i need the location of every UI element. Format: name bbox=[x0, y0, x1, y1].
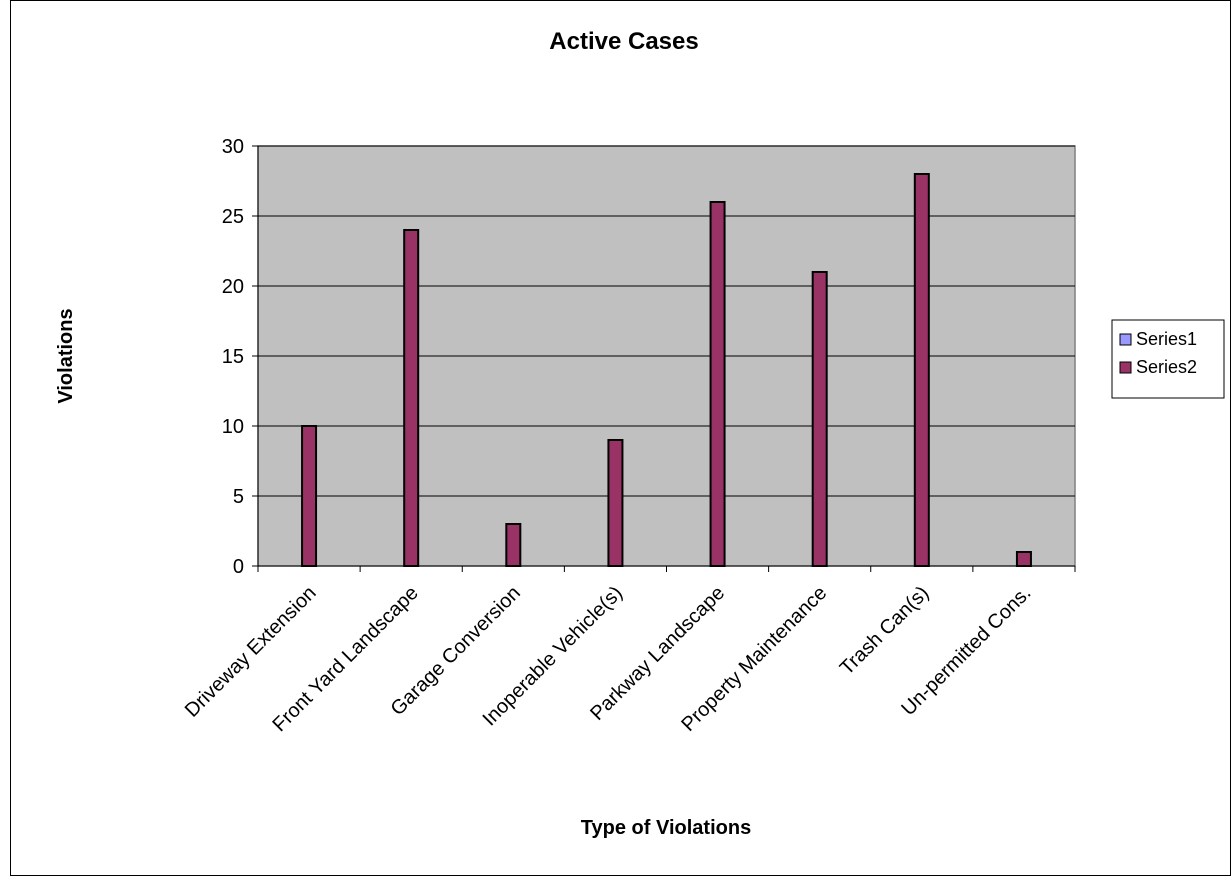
bar-series2 bbox=[607, 439, 624, 567]
legend-box bbox=[1111, 319, 1225, 399]
y-tick-label: 0 bbox=[233, 556, 244, 578]
chart-title: Active Cases bbox=[549, 28, 698, 55]
y-tick-label: 30 bbox=[222, 136, 244, 158]
y-tick-label: 15 bbox=[222, 346, 244, 368]
legend-swatch bbox=[1119, 361, 1132, 374]
legend: Series1 Series2 bbox=[1111, 319, 1225, 399]
legend-label: Series2 bbox=[1136, 357, 1197, 377]
y-tick-label: 10 bbox=[222, 416, 244, 438]
bar-series2 bbox=[505, 523, 522, 567]
y-tick-label: 20 bbox=[222, 276, 244, 298]
bar-series2 bbox=[403, 229, 420, 567]
legend-swatch bbox=[1119, 333, 1132, 346]
bar-series2 bbox=[811, 271, 828, 567]
x-tick-label: Trash Can(s) bbox=[836, 582, 934, 680]
y-axis-title: Violations bbox=[55, 308, 77, 403]
bar-series2 bbox=[301, 425, 318, 567]
legend-label: Series1 bbox=[1136, 329, 1197, 349]
bar-series2 bbox=[1015, 551, 1032, 567]
x-axis-title: Type of Violations bbox=[581, 817, 751, 839]
bar-series2 bbox=[913, 173, 930, 567]
y-tick-label: 25 bbox=[222, 206, 244, 228]
y-tick-label: 5 bbox=[233, 486, 244, 508]
bar-series2 bbox=[709, 201, 726, 567]
